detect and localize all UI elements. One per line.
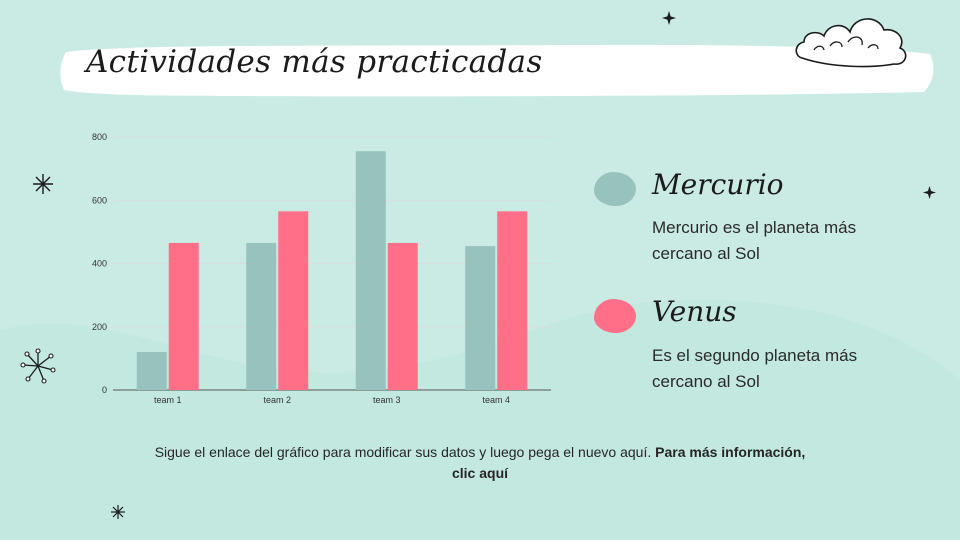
- snowflake-icon: [20, 348, 56, 384]
- bar-mercurio-4: [465, 246, 496, 390]
- y-tick-label: 200: [92, 322, 107, 332]
- legend-desc-mercurio: Mercurio es el planeta más cercano al So…: [652, 218, 857, 263]
- x-tick-label: team 4: [482, 395, 510, 405]
- legend-desc-venus: Es el segundo planeta más cercano al Sol: [652, 346, 858, 391]
- x-tick-label: team 1: [154, 395, 182, 405]
- star-icon: [923, 186, 936, 199]
- star-icon: [662, 11, 676, 25]
- bar-mercurio-2: [246, 242, 277, 390]
- bar-venus-1: [168, 242, 199, 390]
- legend-swatch-venus: [594, 299, 636, 333]
- y-tick-label: 800: [92, 132, 107, 142]
- footer-note: Sigue el enlace del gráfico para modific…: [150, 442, 810, 484]
- title-banner: [60, 44, 934, 97]
- footer-text: Sigue el enlace del gráfico para modific…: [154, 444, 652, 460]
- sparkle-icon: [33, 174, 53, 194]
- legend-swatch-mercurio: [594, 172, 636, 206]
- more-info-link[interactable]: Para más información, clic aquí: [451, 444, 806, 481]
- x-tick-label: team 2: [263, 395, 291, 405]
- bar-venus-2: [278, 211, 309, 390]
- page-title: Actividades más practicadas: [86, 44, 543, 80]
- bar-mercurio-1: [136, 352, 167, 390]
- y-tick-label: 600: [92, 195, 107, 205]
- bar-venus-3: [387, 242, 418, 390]
- bar-mercurio-3: [355, 151, 386, 390]
- y-tick-label: 0: [102, 385, 107, 395]
- y-tick-label: 400: [92, 259, 107, 269]
- x-tick-label: team 3: [373, 395, 401, 405]
- sparkle-icon: [111, 505, 125, 519]
- legend-title-venus: Venus: [652, 295, 737, 328]
- bar-venus-4: [497, 211, 528, 390]
- cloud-icon: [795, 18, 907, 68]
- legend-title-mercurio: Mercurio: [652, 168, 784, 201]
